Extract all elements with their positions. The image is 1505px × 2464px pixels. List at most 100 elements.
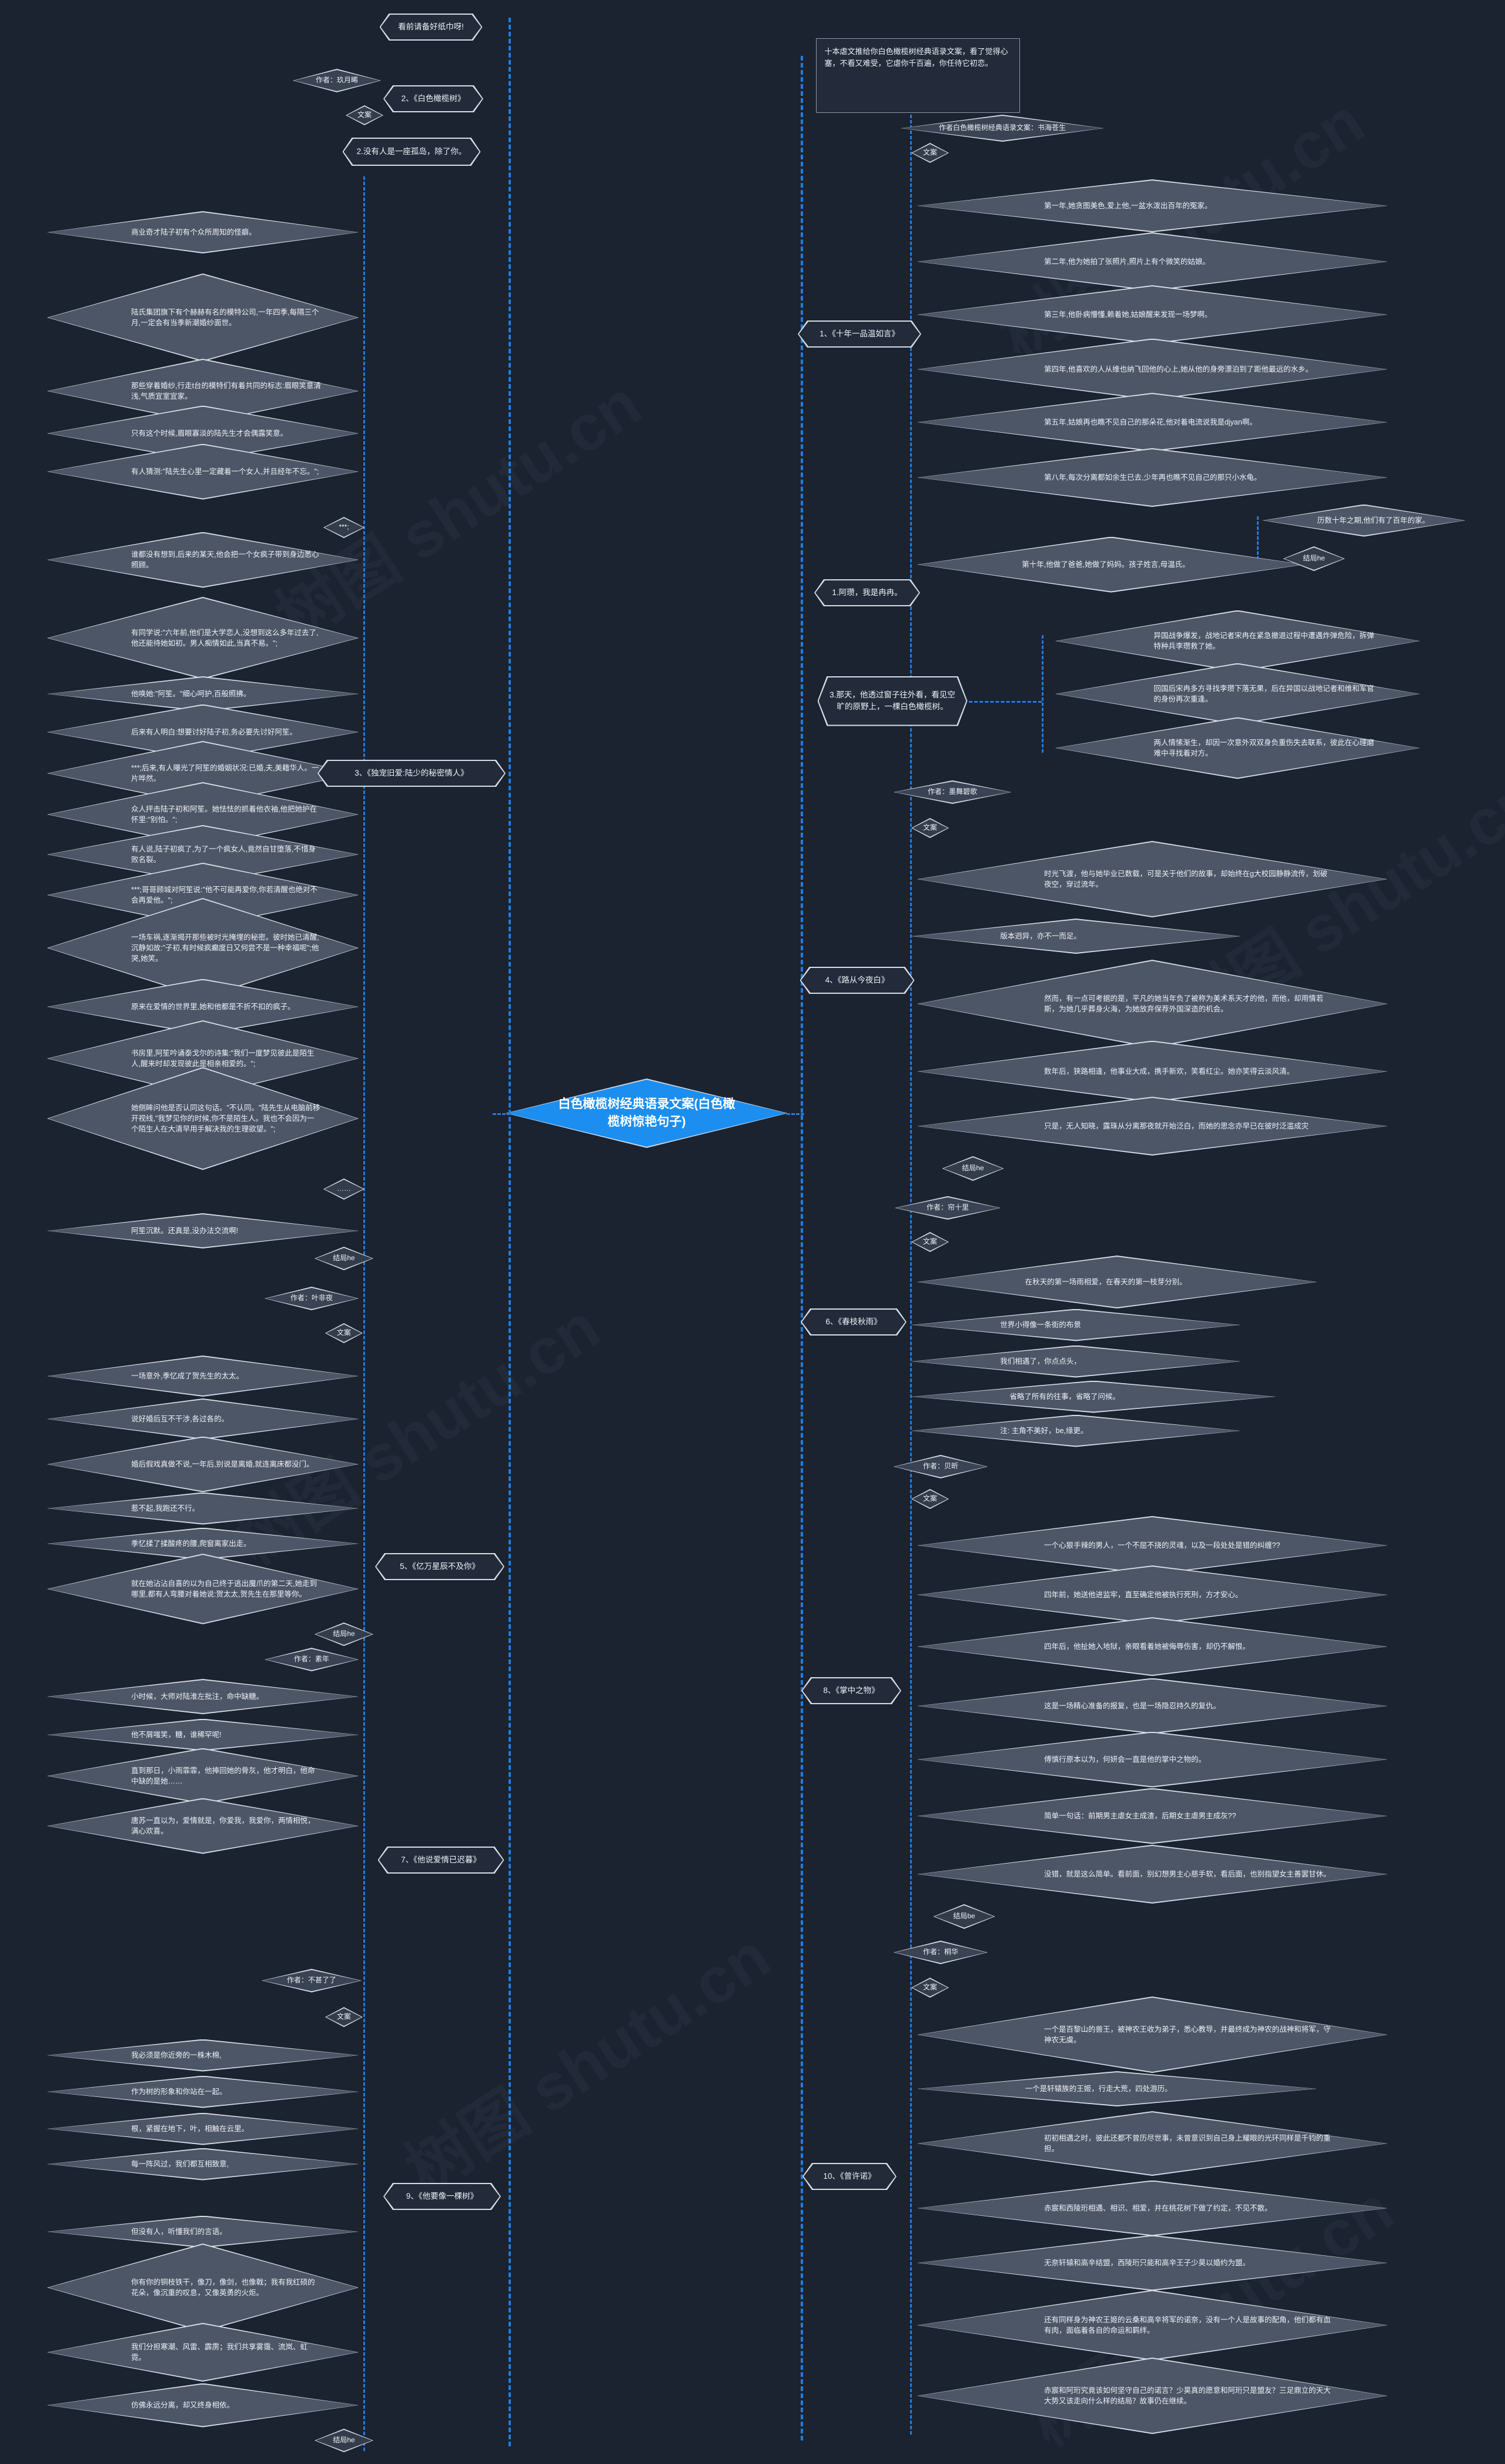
branch-2-title[interactable]: 2、《白色橄榄树》 <box>383 85 483 112</box>
synopsis-item[interactable]: 一个是百黎山的兽王，被神农王收为弟子，悉心教导，并最终成为神农的战神和将军，守神… <box>917 1996 1387 2073</box>
branch-10-title[interactable]: 10、《曾许诺》 <box>802 2163 897 2190</box>
branch-3-title[interactable]: 3、《独宠旧爱:陆少的秘密情人》 <box>317 760 506 787</box>
synopsis-item[interactable]: 初初相遇之时，彼此还都不曾历尽世事，未曾意识到自己身上耀眼的光环同样是千钧的重担… <box>917 2111 1387 2176</box>
intro-paragraph[interactable]: 十本虐文推给你白色橄榄树经典语录文案，看了觉得心塞，不看又难受，它虐你千百遍，你… <box>815 38 1020 113</box>
synopsis-item[interactable]: 然而，有一点可考据的是，平凡的她当年负了被称为美术系天才的他，而他，却用情若斯，… <box>917 960 1387 1048</box>
synopsis-item[interactable]: 第四年,他喜欢的人从维也纳飞回他的心上,她从他的身旁漂泊到了距他最远的水乡。 <box>917 338 1387 400</box>
author-label-branch7[interactable]: 作者：素年 <box>265 1648 359 1671</box>
ending-tag-he[interactable]: 结局he <box>315 1622 373 1646</box>
copy-tag-branch4[interactable]: 文案 <box>911 818 949 838</box>
copy-tag-branch9[interactable]: 文案 <box>325 2007 363 2027</box>
branch-4-title[interactable]: 4、《路从今夜白》 <box>800 967 915 994</box>
note-quote-2[interactable]: 2.没有人是一座孤岛，除了你。 <box>343 138 481 166</box>
ending-tag-be[interactable]: 结局be <box>933 1904 995 1929</box>
synopsis-item[interactable]: 回国后宋冉多方寻找李瓒下落无果，后在异国以战地记者和维和军官的身份再次重逢。 <box>1055 663 1420 725</box>
synopsis-item[interactable]: 第十年,他做了爸爸,她做了妈妈。孩子姓言,母温氏。 <box>917 536 1305 593</box>
synopsis-item[interactable]: 简单一句话：前期男主虐女主成渣，后期女主虐男主成灰?? <box>917 1788 1387 1844</box>
ending-tag-he[interactable]: 结局he <box>315 1247 373 1270</box>
synopsis-item[interactable]: 你有你的铜枝铁干，像刀，像剑，也像戟；我有我红硕的花朵，像沉重的叹息，又像英勇的… <box>47 2243 359 2332</box>
synopsis-item[interactable]: 他不屑嗤笑，糖，谁稀罕呢! <box>47 1718 359 1751</box>
synopsis-item[interactable]: 第五年,姑娘再也瞧不见自己的那朵花,他对着电流说我是djyan啊。 <box>917 393 1387 452</box>
synopsis-item[interactable]: 每一阵风过，我们都互相致意, <box>47 2148 359 2181</box>
synopsis-item[interactable]: 赤宸和西陵珩相遇、相识、相爱，并在桃花树下做了约定，不见不散。 <box>917 2180 1387 2236</box>
note-quote-1[interactable]: 1.阿瓒，我是冉冉。 <box>814 579 920 606</box>
ending-tag-he[interactable]: 结局he <box>1283 546 1345 571</box>
separator-tag[interactable]: …… <box>323 1178 364 1200</box>
branch-6-title[interactable]: 6、《春枝秋雨》 <box>801 1308 907 1335</box>
synopsis-item[interactable]: 直到那日，小雨霏霏，他捧回她的骨灰，他才明白，他命中缺的是她…… <box>47 1748 359 1804</box>
synopsis-item[interactable]: 数年后，狭路相逢，他事业大成，携手新欢，笑看红尘。她亦笑得云淡风清。 <box>917 1040 1387 1103</box>
synopsis-item[interactable]: 一个心狠手辣的男人，一个不屈不挠的灵魂，以及一段处处是错的纠缠?? <box>917 1516 1387 1575</box>
synopsis-item[interactable]: 惹不起,我跑还不行。 <box>47 1492 359 1525</box>
synopsis-item[interactable]: 她侧眸问他是否认同这句话。"不认同。"陆先生从电脑前移开视线,"我梦见你的时候,… <box>47 1067 359 1170</box>
note-quote-3[interactable]: 3.那天，他透过窗子往外看，看见空旷的原野上，一棵白色橄榄树。 <box>818 676 968 726</box>
copy-tag-branch6[interactable]: 文案 <box>911 1232 949 1252</box>
synopsis-item[interactable]: 婚后假戏真做不说,一年后,别说是离婚,就连离床都没门。 <box>47 1436 359 1493</box>
synopsis-item[interactable]: 众人抨击陆子初和阿笙。她怯怯的抓着他衣袖,他把她护在怀里:"别怕。"; <box>47 782 359 847</box>
copy-tag-branch2[interactable]: 文案 <box>346 105 383 125</box>
synopsis-item[interactable]: 有人说,陆子初疯了,为了一个疯女人,竟然自甘堕落,不惜身败名裂。 <box>47 825 359 884</box>
synopsis-item[interactable]: 第三年,他卧病懵懂,赖着她,姑娘醒来发现一场梦啊。 <box>917 285 1387 344</box>
copy-tag-branch8[interactable]: 文案 <box>911 1489 949 1509</box>
synopsis-item[interactable]: 我必须是你近旁的一株木棉, <box>47 2039 359 2072</box>
synopsis-item[interactable]: 傅慎行原本以为，何妍会一直是他的掌中之物的。 <box>917 1731 1387 1788</box>
synopsis-item[interactable]: 唐苏一直以为，爱情就是，你爱我，我爱你，两情相悦，满心欢喜。 <box>47 1798 359 1854</box>
branch-9-title[interactable]: 9、《他要像一棵树》 <box>383 2183 501 2210</box>
synopsis-item[interactable]: 世界小得像一条街的布景 <box>911 1308 1240 1341</box>
synopsis-item[interactable]: 只是，无人知晓，露珠从分离那夜就开始泛白，而她的思念亦早已在彼时泛滥成灾 <box>917 1097 1387 1156</box>
synopsis-item[interactable]: 四年后，他扯她入地狱，亲眼看着她被侮辱伤害，却仍不解恨。 <box>917 1617 1387 1676</box>
author-label-branch6[interactable]: 作者：帘十里 <box>895 1196 1001 1220</box>
synopsis-item[interactable]: 省略了所有的往事，省略了问候。 <box>911 1380 1276 1413</box>
synopsis-item[interactable]: 异国战争爆发，战地记者宋冉在紧急撤退过程中遭遇炸弹危险，拆弹特种兵李瓒救了她。 <box>1055 610 1420 672</box>
synopsis-item[interactable]: 但没有人，听懂我们的言语。 <box>47 2215 359 2248</box>
synopsis-item[interactable]: 第一年,她贪图美色,爱上他,一盆水泼出百年的冤家。 <box>917 179 1387 232</box>
synopsis-item[interactable]: 小时候，大师对陆淮左批注，命中缺糖。 <box>47 1679 359 1714</box>
synopsis-item[interactable]: 没错，就是这么简单。看前面，别幻想男主心慈手软，看后面，也别指望女主善罢甘休。 <box>917 1845 1387 1904</box>
central-topic[interactable]: 白色橄榄树经典语录文案(白色橄榄树惊艳句子) <box>506 1079 788 1148</box>
branch-7-title[interactable]: 7、《他说爱情已迟暮》 <box>378 1847 504 1874</box>
synopsis-item[interactable]: 四年前，她送他进监牢，直至确定他被执行死刑，方才安心。 <box>917 1565 1387 1624</box>
synopsis-item[interactable]: 有人猜测:"陆先生心里一定藏着一个女人,并且经年不忘。"; <box>47 443 359 500</box>
branch-1-title[interactable]: 1、《十年一品温如言》 <box>798 320 921 348</box>
synopsis-item[interactable]: 第二年,他为她拍了张照片,照片上有个微笑的姑娘。 <box>917 232 1387 291</box>
copy-tag-branch1[interactable]: 文案 <box>911 143 949 163</box>
synopsis-item[interactable]: 时光飞渡，他与她毕业已数载，可是关于他们的故事，却始终在g大校园静静流传，划破夜… <box>917 841 1387 917</box>
synopsis-item[interactable]: 无奈轩辕和高辛结盟，西陵珩只能和高辛王子少昊以婚约为盟。 <box>917 2235 1387 2291</box>
copy-tag-branch5[interactable]: 文案 <box>325 1323 363 1343</box>
author-label-branch2[interactable]: 作者：玖月晞 <box>293 69 381 92</box>
synopsis-item[interactable]: ***;哥哥顾城对阿笙说:"他不可能再爱你,你若清醒也绝对不会再爱他。"; <box>47 863 359 927</box>
synopsis-item[interactable]: 我们相遇了，你点点头， <box>911 1345 1240 1378</box>
synopsis-item-far[interactable]: 历数十年之期,他们有了百年的家。 <box>1262 504 1466 537</box>
note-tissue[interactable]: 看前请备好纸巾呀! <box>380 14 483 41</box>
synopsis-item[interactable]: 我们分担寒潮、风雷、霹雳；我们共享雾霭、流岚、虹霓。 <box>47 2323 359 2382</box>
author-label-branch8[interactable]: 作者：贝昕 <box>894 1455 988 1478</box>
author-label-main[interactable]: 作者白色橄榄树经典语录文案：书海苍生 <box>901 115 1104 142</box>
synopsis-item[interactable]: 注: 主角不美好，be,缘更。 <box>911 1414 1240 1447</box>
synopsis-item[interactable]: 在秋天的第一场雨相爱，在春天的第一枝芽分别。 <box>917 1256 1317 1308</box>
synopsis-item[interactable]: 一场意外,季忆成了贺先生的太太。 <box>47 1355 359 1397</box>
ending-tag-he[interactable]: 结局he <box>942 1156 1004 1181</box>
synopsis-item[interactable]: 作为树的形象和你站在一起。 <box>47 2075 359 2108</box>
synopsis-item[interactable]: 赤宸和阿珩究竟该如何坚守自己的诺言？少昊真的愿意和阿珩只是盟友？三足鼎立的天大大… <box>917 2358 1387 2434</box>
synopsis-item[interactable]: 说好婚后互不干涉,各过各的。 <box>47 1398 359 1440</box>
author-label-branch10[interactable]: 作者：桐华 <box>894 1941 988 1964</box>
synopsis-item[interactable]: 就在她沾沾自喜的以为自己终于逃出魔爪的第二天,她走到哪里,都有人弯腰对着她说:贺… <box>47 1554 359 1624</box>
branch-8-title[interactable]: 8、《掌中之物》 <box>801 1677 901 1704</box>
synopsis-item[interactable]: 一个是轩辕族的王姬，行走大荒，四处游历。 <box>917 2071 1317 2106</box>
synopsis-item[interactable]: 陆氏集团旗下有个赫赫有名的模特公司,一年四季,每隔三个月,一定会有当季新潮婚纱面… <box>47 273 359 362</box>
synopsis-item[interactable]: 阿笙沉默。还真是,没办法交流啊! <box>47 1213 359 1248</box>
synopsis-item[interactable]: 一场车祸,逐渐揭开那些被时光掩埋的秘密。彼时她已清醒,沉静如故:"子初,有时候疯… <box>47 898 359 998</box>
synopsis-item[interactable]: 第八年,每次分离都如余生已去,少年再也瞧不见自己的那只小水龟。 <box>917 448 1387 507</box>
author-label-branch5[interactable]: 作者：叶非夜 <box>265 1287 359 1310</box>
synopsis-item[interactable]: 商业奇才陆子初有个众所周知的怪癖。 <box>47 211 359 253</box>
ending-tag-he[interactable]: 结局he <box>315 2429 373 2452</box>
branch-5-title[interactable]: 5、《亿万星辰不及你》 <box>375 1553 504 1580</box>
copy-tag-branch10[interactable]: 文案 <box>911 1978 949 1998</box>
separator-tag[interactable]: ***; <box>323 517 364 538</box>
synopsis-item[interactable]: 有同学说:"六年前,他们是大学恋人,没想到这么多年过去了,他还能待她如初。男人痴… <box>47 597 359 679</box>
synopsis-item[interactable]: 两人情愫渐生，却因一次意外双双身负重伤失去联系，彼此在心理磨难中寻找着对方。 <box>1055 717 1420 779</box>
author-label-branch4[interactable]: 作者：墨舞碧歌 <box>894 780 1011 804</box>
synopsis-item[interactable]: 版本迥异，亦不一而足。 <box>911 919 1240 954</box>
synopsis-item[interactable]: 谁都没有想到,后来的某天,他会把一个女疯子带到身边悉心照顾。 <box>47 532 359 588</box>
synopsis-item[interactable]: 后来有人明白:想要讨好陆子初,务必要先讨好阿笙。 <box>47 704 359 760</box>
